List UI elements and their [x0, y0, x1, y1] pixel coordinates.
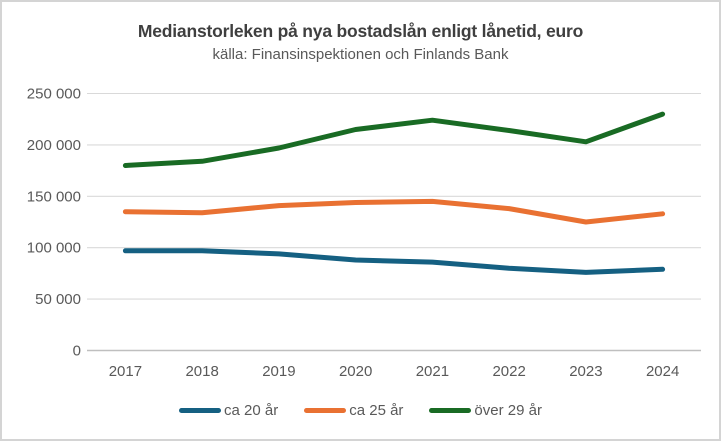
series-line-ca-25-år — [122, 198, 666, 225]
legend-item: ca 20 år — [179, 402, 278, 419]
legend-line-marker — [304, 408, 347, 413]
chart-legend: ca 20 år ca 25 år över 29 år — [2, 402, 719, 419]
y-tick-label: 250 000 — [27, 86, 81, 103]
x-tick-label: 2019 — [262, 363, 295, 380]
y-tick-label: 100 000 — [27, 240, 81, 257]
legend-item: ca 25 år — [304, 402, 403, 419]
x-tick-label: 2023 — [569, 363, 602, 380]
y-tick-label: 200 000 — [27, 137, 81, 154]
legend-line-marker — [179, 408, 222, 413]
y-tick-label: 50 000 — [35, 291, 81, 308]
x-tick-label: 2022 — [492, 363, 525, 380]
series-line-över-29-år — [122, 111, 666, 168]
x-tick-label: 2021 — [416, 363, 449, 380]
chart-subtitle: källa: Finansinspektionen och Finlands B… — [212, 46, 509, 63]
legend-item: över 29 år — [429, 402, 542, 419]
legend-line-marker — [429, 408, 472, 413]
x-tick-label: 2017 — [109, 363, 142, 380]
legend-label: ca 20 år — [224, 402, 279, 419]
y-tick-label: 0 — [73, 343, 81, 360]
x-tick-label: 2024 — [646, 363, 679, 380]
y-tick-label: 150 000 — [27, 188, 81, 205]
legend-label: ca 25 år — [349, 402, 404, 419]
chart-title: Medianstorleken på nya bostadslån enligt… — [137, 21, 584, 41]
series-line-ca-20-år — [122, 248, 666, 275]
legend-label: över 29 år — [474, 402, 542, 419]
x-tick-label: 2018 — [185, 363, 218, 380]
x-tick-label: 2020 — [339, 363, 372, 380]
